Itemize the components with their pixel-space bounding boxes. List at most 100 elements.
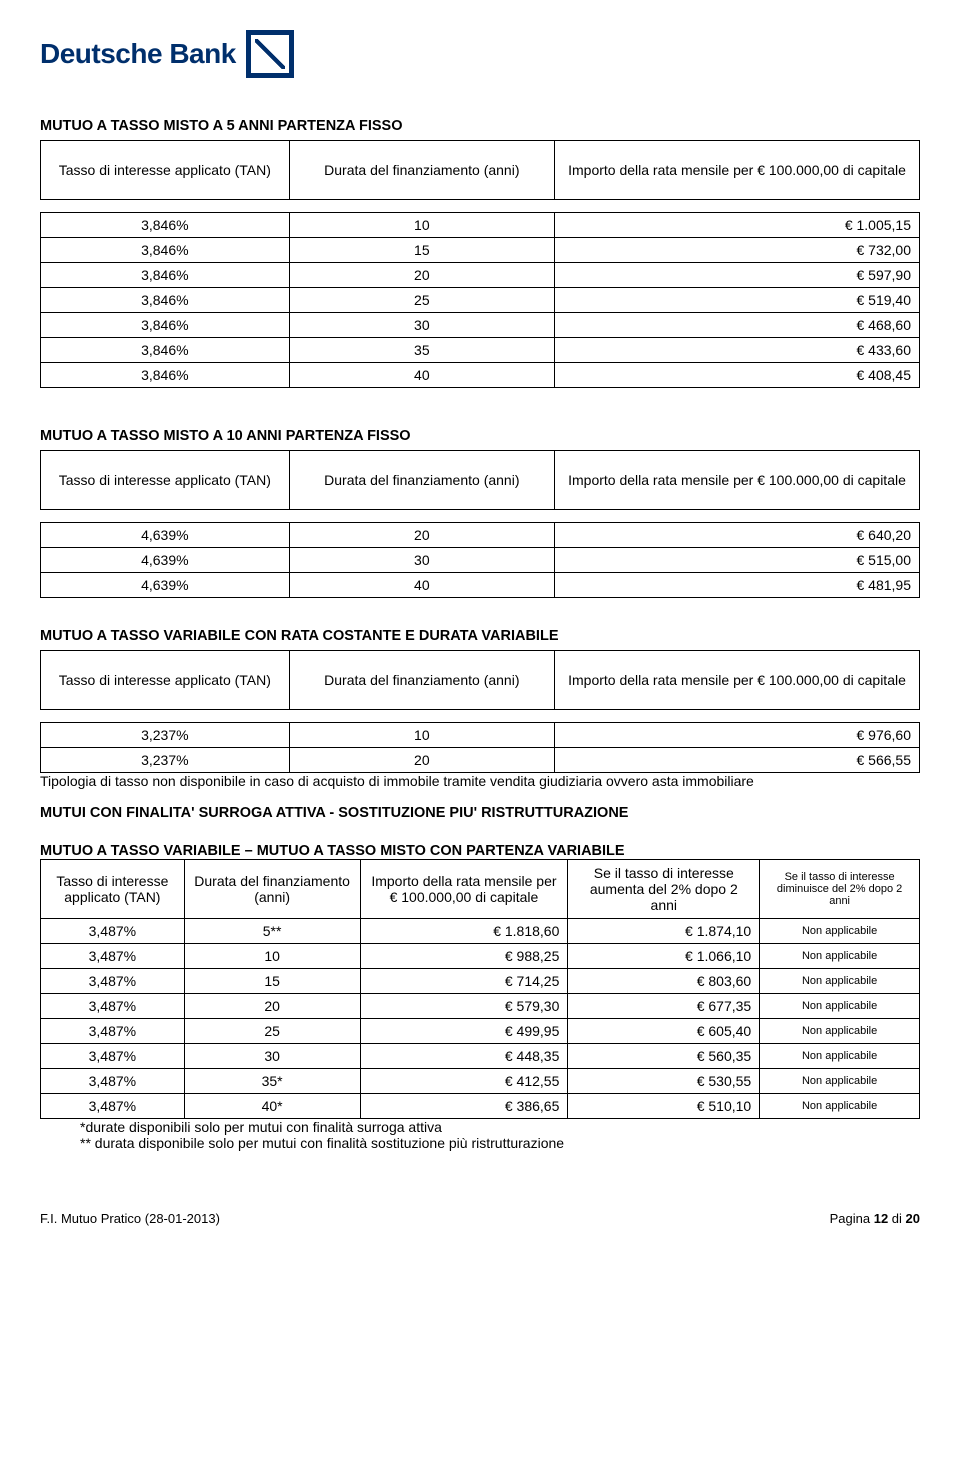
cell: € 803,60 (568, 969, 760, 994)
col-header: Tasso di interesse applicato (TAN) (41, 651, 290, 710)
table-row: 3,487%35*€ 412,55€ 530,55Non applicabile (41, 1069, 920, 1094)
cell: 30 (184, 1044, 360, 1069)
header-logo: Deutsche Bank (40, 30, 920, 78)
note-text: Tipologia di tasso non disponibile in ca… (40, 773, 920, 789)
col-header: Importo della rata mensile per € 100.000… (554, 141, 919, 200)
col-header: Se il tasso di interesse aumenta del 2% … (568, 860, 760, 919)
table-row: 3,487%25€ 499,95€ 605,40Non applicabile (41, 1019, 920, 1044)
table-row: 3,237%10€ 976,60 (41, 723, 920, 748)
cell: 10 (289, 723, 554, 748)
cell: 3,846% (41, 338, 290, 363)
table-3-body: 3,237%10€ 976,603,237%20€ 566,55 (40, 722, 920, 773)
cell: 4,639% (41, 548, 290, 573)
cell: 3,846% (41, 213, 290, 238)
cell: € 433,60 (554, 338, 919, 363)
cell: 3,237% (41, 748, 290, 773)
cell: 40* (184, 1094, 360, 1119)
cell: Non applicabile (760, 1019, 920, 1044)
cell: 3,487% (41, 1094, 185, 1119)
cell: € 566,55 (554, 748, 919, 773)
cell: 20 (289, 748, 554, 773)
cell: 3,487% (41, 1019, 185, 1044)
cell: Non applicabile (760, 944, 920, 969)
table-1-body: 3,846%10€ 1.005,153,846%15€ 732,003,846%… (40, 212, 920, 388)
section-title-3: MUTUO A TASSO VARIABILE CON RATA COSTANT… (40, 628, 920, 644)
cell: 30 (289, 548, 554, 573)
cell: € 499,95 (360, 1019, 568, 1044)
cell: 20 (184, 994, 360, 1019)
table-row: 4,639%30€ 515,00 (41, 548, 920, 573)
table-1: Tasso di interesse applicato (TAN) Durat… (40, 140, 920, 200)
table-row: 3,846%10€ 1.005,15 (41, 213, 920, 238)
cell: € 640,20 (554, 523, 919, 548)
cell: 4,639% (41, 573, 290, 598)
cell: € 481,95 (554, 573, 919, 598)
cell: 3,846% (41, 263, 290, 288)
cell: € 732,00 (554, 238, 919, 263)
cell: 3,487% (41, 919, 185, 944)
cell: € 468,60 (554, 313, 919, 338)
cell: 20 (289, 523, 554, 548)
table-row: 3,846%30€ 468,60 (41, 313, 920, 338)
table-row: 3,487%15€ 714,25€ 803,60Non applicabile (41, 969, 920, 994)
col-header: Importo della rata mensile per € 100.000… (554, 451, 919, 510)
table-row: 4,639%20€ 640,20 (41, 523, 920, 548)
table-row: 3,487%30€ 448,35€ 560,35Non applicabile (41, 1044, 920, 1069)
note-text: *durate disponibili solo per mutui con f… (40, 1119, 920, 1135)
cell: € 677,35 (568, 994, 760, 1019)
bold-heading: MUTUI CON FINALITA' SURROGA ATTIVA - SOS… (40, 805, 920, 821)
cell: € 515,00 (554, 548, 919, 573)
cell: € 1.818,60 (360, 919, 568, 944)
cell: 5** (184, 919, 360, 944)
cell: Non applicabile (760, 1069, 920, 1094)
cell: € 448,35 (360, 1044, 568, 1069)
cell: Non applicabile (760, 1094, 920, 1119)
cell: € 519,40 (554, 288, 919, 313)
table-row: 3,846%20€ 597,90 (41, 263, 920, 288)
cell: € 1.005,15 (554, 213, 919, 238)
cell: 3,237% (41, 723, 290, 748)
cell: € 510,10 (568, 1094, 760, 1119)
cell: 35* (184, 1069, 360, 1094)
cell: 3,846% (41, 313, 290, 338)
col-header: Durata del finanziamento (anni) (289, 141, 554, 200)
cell: 3,846% (41, 288, 290, 313)
cell: € 714,25 (360, 969, 568, 994)
cell: € 408,45 (554, 363, 919, 388)
cell: € 605,40 (568, 1019, 760, 1044)
footer-text: di (888, 1211, 905, 1226)
cell: 4,639% (41, 523, 290, 548)
col-header: Durata del finanziamento (anni) (289, 651, 554, 710)
cell: € 386,65 (360, 1094, 568, 1119)
section-title-4: MUTUO A TASSO VARIABILE – MUTUO A TASSO … (40, 843, 920, 859)
cell: Non applicabile (760, 1044, 920, 1069)
cell: 35 (289, 338, 554, 363)
col-header: Tasso di interesse applicato (TAN) (41, 860, 185, 919)
table-row: 3,846%40€ 408,45 (41, 363, 920, 388)
deutsche-bank-icon (246, 30, 294, 78)
cell: 3,846% (41, 238, 290, 263)
cell: € 597,90 (554, 263, 919, 288)
cell: € 976,60 (554, 723, 919, 748)
cell: € 530,55 (568, 1069, 760, 1094)
cell: € 412,55 (360, 1069, 568, 1094)
cell: 25 (184, 1019, 360, 1044)
table-row: 3,487%40*€ 386,65€ 510,10Non applicabile (41, 1094, 920, 1119)
cell: 15 (289, 238, 554, 263)
table-row: 3,846%35€ 433,60 (41, 338, 920, 363)
table-2: Tasso di interesse applicato (TAN) Durat… (40, 450, 920, 510)
col-header: Tasso di interesse applicato (TAN) (41, 451, 290, 510)
cell: 20 (289, 263, 554, 288)
cell: 3,487% (41, 1044, 185, 1069)
cell: € 579,30 (360, 994, 568, 1019)
col-header: Durata del finanziamento (anni) (289, 451, 554, 510)
cell: 10 (184, 944, 360, 969)
cell: € 560,35 (568, 1044, 760, 1069)
cell: € 1.874,10 (568, 919, 760, 944)
cell: 30 (289, 313, 554, 338)
table-3: Tasso di interesse applicato (TAN) Durat… (40, 650, 920, 710)
table-4: Tasso di interesse applicato (TAN) Durat… (40, 859, 920, 1119)
cell: 10 (289, 213, 554, 238)
cell: 3,846% (41, 363, 290, 388)
table-row: 3,846%15€ 732,00 (41, 238, 920, 263)
